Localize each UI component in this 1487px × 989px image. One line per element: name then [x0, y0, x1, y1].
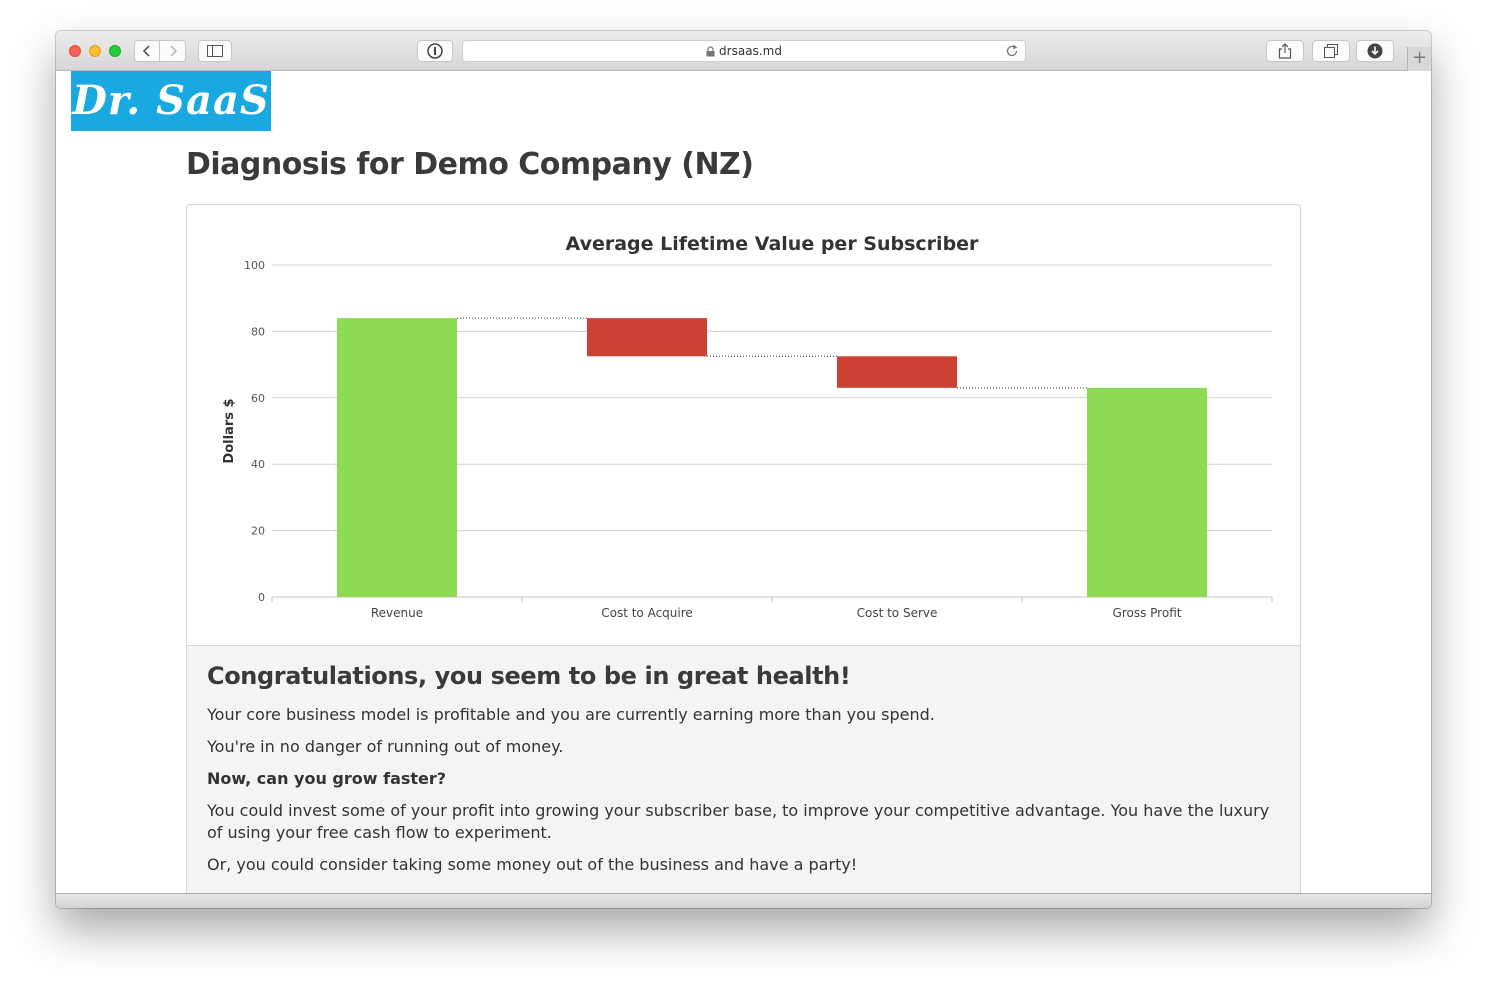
health-subheading: Now, can you grow faster?	[207, 769, 447, 788]
bar-cost-to-acquire	[587, 318, 707, 357]
minimize-window-button[interactable]	[89, 45, 101, 57]
browser-toolbar: drsaas.md +	[56, 31, 1431, 71]
ltv-waterfall-chart: Average Lifetime Value per Subscriber 0 20…	[222, 233, 1273, 620]
bar-gross-profit	[1087, 387, 1207, 597]
y-tick-label-100: 100	[244, 259, 265, 272]
chevron-right-icon	[169, 45, 177, 57]
info-circle-icon	[427, 43, 443, 59]
share-icon	[1278, 43, 1292, 59]
health-heading: Congratulations, you seem to be in great…	[207, 662, 851, 690]
reader-privacy-button[interactable]	[417, 40, 453, 62]
tabs-overview-button[interactable]	[1312, 40, 1350, 62]
back-button[interactable]	[134, 40, 160, 62]
close-window-button[interactable]	[69, 45, 81, 57]
navigation-buttons	[134, 40, 186, 62]
sidebar-toggle-button[interactable]	[198, 40, 232, 62]
maximize-window-button[interactable]	[109, 45, 121, 57]
x-tick-label-gross-profit: Gross Profit	[1113, 606, 1182, 620]
dr-saas-logo[interactable]: Dr. SaaS	[71, 71, 271, 131]
health-paragraph-3: You could invest some of your profit int…	[207, 801, 1270, 842]
url-text: drsaas.md	[719, 44, 782, 58]
y-tick-label-20: 20	[251, 525, 265, 538]
page-title: Diagnosis for Demo Company (NZ)	[186, 147, 754, 182]
downloads-button[interactable]	[1356, 40, 1394, 62]
browser-window: drsaas.md + Dr. SaaS Diagnosis for Demo …	[56, 31, 1431, 908]
y-tick-label-40: 40	[251, 458, 265, 471]
health-paragraph-1: Your core business model is profitable a…	[207, 705, 935, 724]
y-tick-label-80: 80	[251, 325, 265, 338]
x-tick-label-cost-to-acquire: Cost to Acquire	[601, 606, 693, 620]
x-tick-label-cost-to-serve: Cost to Serve	[857, 606, 938, 620]
new-tab-button[interactable]: +	[1407, 47, 1431, 71]
sidebar-icon	[207, 45, 223, 57]
tabs-icon	[1324, 44, 1338, 58]
download-icon	[1367, 43, 1383, 59]
y-tick-label-60: 60	[251, 392, 265, 405]
x-tick-label-revenue: Revenue	[371, 606, 423, 620]
reload-icon[interactable]	[1005, 44, 1019, 58]
health-summary: Congratulations, you seem to be in great…	[187, 645, 1300, 894]
chart-title: Average Lifetime Value per Subscriber	[566, 233, 980, 255]
bar-cost-to-serve	[837, 356, 957, 388]
share-button[interactable]	[1266, 40, 1304, 62]
forward-button[interactable]	[160, 40, 186, 62]
y-axis-label: Dollars $	[222, 398, 237, 463]
browser-status-bar	[56, 893, 1431, 908]
address-bar[interactable]: drsaas.md	[462, 40, 1026, 62]
lock-icon	[706, 46, 715, 57]
chevron-left-icon	[142, 45, 150, 57]
bar-revenue	[337, 318, 457, 597]
health-paragraph-4: Or, you could consider taking some money…	[207, 855, 858, 874]
y-tick-label-0: 0	[258, 591, 265, 604]
health-paragraph-2: You're in no danger of running out of mo…	[207, 737, 564, 756]
diagnosis-panel: Average Lifetime Value per Subscriber 0 20…	[186, 204, 1301, 894]
page-content: Dr. SaaS Diagnosis for Demo Company (NZ)…	[56, 71, 1431, 894]
